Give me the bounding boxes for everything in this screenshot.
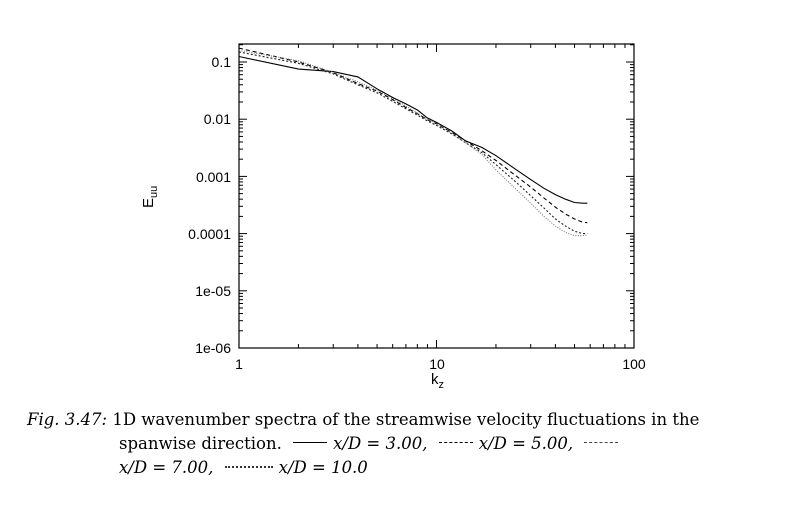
y-tick-label: 0.1	[212, 54, 232, 70]
y-tick-labels: 0.1 0.01 0.001 0.0001 1e-05 1e-06	[188, 54, 231, 356]
x-tick-labels: 1 10 100	[235, 356, 646, 372]
series-line-dotted	[238, 49, 588, 237]
legend-dashed-line	[438, 442, 473, 443]
x-tick-label: 10	[429, 356, 445, 372]
caption-line-3: x/D = 7.00, x/D = 10.0	[27, 456, 787, 480]
caption-line-1: Fig. 3.47: 1D wavenumber spectra of the …	[27, 408, 787, 432]
y-tick-label: 0.001	[196, 169, 231, 185]
caption-line-2: spanwise direction. x/D = 3.00, x/D = 5.…	[27, 432, 787, 456]
legend-label: x/D = 7.00,	[119, 458, 214, 477]
figure-caption: Fig. 3.47: 1D wavenumber spectra of the …	[27, 408, 787, 480]
legend-dotted-line	[224, 465, 273, 468]
x-axis-label: kz	[431, 371, 444, 391]
caption-text-2: spanwise direction.	[119, 434, 282, 453]
legend-short-dash-line	[584, 442, 619, 443]
y-tick-label: 1e-06	[195, 340, 231, 356]
series-line-short-dash	[238, 51, 588, 235]
x-tick-label: 100	[622, 356, 646, 372]
axis-ticks	[238, 44, 634, 349]
series-group	[238, 47, 588, 237]
legend-label: x/D = 5.00,	[478, 434, 574, 453]
chart: 0.1 0.01 0.001 0.0001 1e-05 1e-06 1 10 1…	[140, 43, 646, 391]
legend-label: x/D = 10.0	[278, 458, 368, 477]
y-tick-label: 0.0001	[188, 226, 231, 242]
plot-frame	[238, 43, 635, 349]
legend-label: x/D = 3.00,	[333, 434, 428, 453]
x-tick-label: 1	[235, 356, 243, 372]
y-tick-label: 0.01	[204, 111, 231, 127]
legend-solid-line	[293, 442, 328, 443]
y-tick-label: 1e-05	[195, 283, 231, 299]
y-axis-label: Euu	[140, 186, 160, 208]
series-line-solid	[238, 55, 588, 204]
series-line-dashed	[238, 47, 588, 224]
caption-text-1: 1D wavenumber spectra of the streamwise …	[112, 410, 700, 429]
figure-label: Fig. 3.47:	[27, 410, 108, 429]
